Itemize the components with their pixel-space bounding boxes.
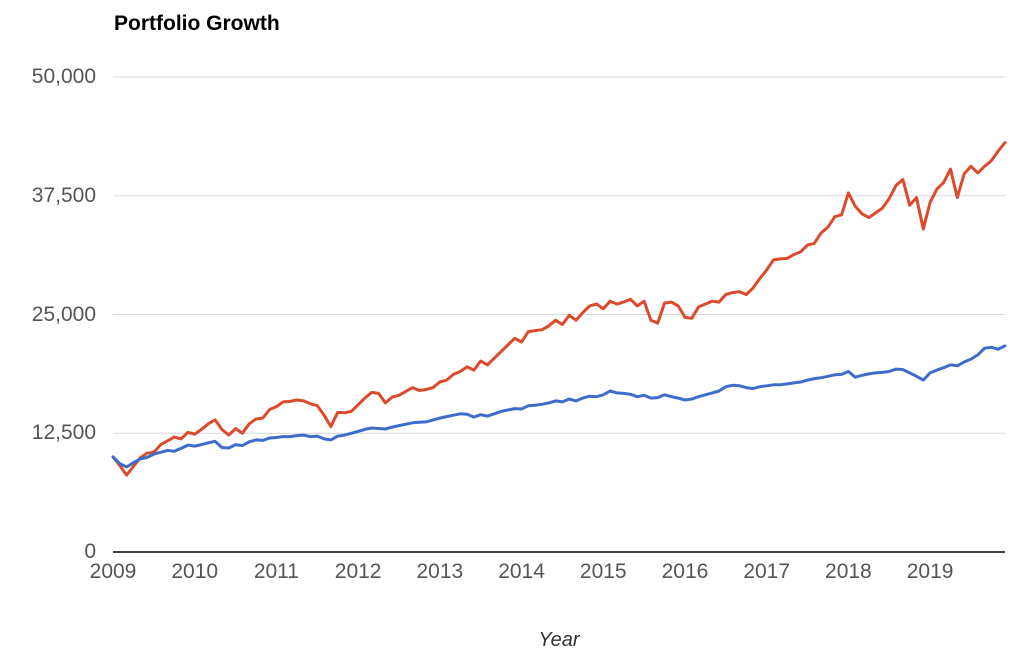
x-tick-label: 2009 [89, 560, 137, 583]
y-tick-label: 0 [84, 540, 96, 563]
x-tick-label: 2017 [743, 560, 791, 583]
blue-line-series [111, 344, 1007, 469]
x-tick-label: 2015 [579, 560, 627, 583]
x-tick-label: 2019 [906, 560, 954, 583]
red-line-series [111, 141, 1007, 477]
x-tick-label: 2018 [825, 560, 872, 583]
x-tick-label: 2013 [416, 560, 464, 583]
x-tick-label: 2012 [334, 560, 382, 583]
x-tick-label: 2011 [253, 560, 299, 583]
y-tick-label: 25,000 [31, 302, 96, 326]
y-tick-label: 50,000 [31, 65, 96, 88]
chart-title: Portfolio Growth [114, 12, 280, 35]
y-tick-label: 37,500 [31, 183, 96, 207]
x-tick-label: 2014 [498, 560, 545, 583]
x-tick-label: 2016 [661, 560, 709, 583]
x-tick-label: 2010 [171, 560, 219, 583]
x-axis-title: Year [538, 629, 580, 651]
y-tick-label: 12,500 [31, 421, 96, 445]
